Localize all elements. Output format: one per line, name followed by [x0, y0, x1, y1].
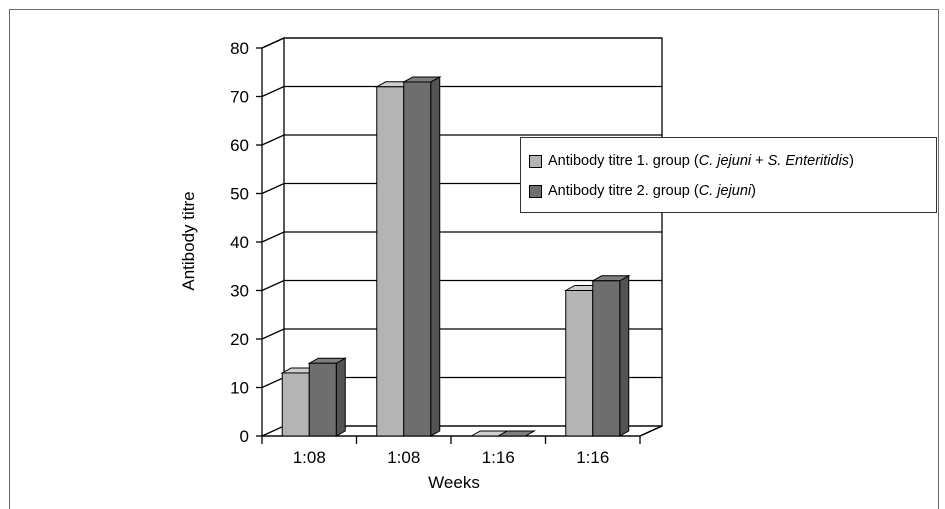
gridline	[261, 134, 662, 146]
bar-side	[430, 76, 441, 437]
x-tick-label: 1:08	[293, 448, 326, 467]
gridline	[261, 231, 662, 243]
y-tick-label: 70	[230, 88, 249, 107]
chart-frame	[9, 9, 939, 509]
bar-side	[619, 274, 630, 437]
legend-item-series-2: Antibody titre 2. group (C. jejuni)	[529, 176, 936, 206]
floor-right-edge	[639, 425, 663, 437]
bar-front	[281, 372, 310, 437]
y-tick-label: 10	[230, 379, 249, 398]
x-axis-title: Weeks	[428, 473, 480, 492]
bar-2-3	[496, 430, 537, 437]
y-tick-label: 0	[240, 427, 249, 446]
bar-front	[565, 290, 594, 437]
y-tick-label: 30	[230, 282, 249, 301]
gridline	[261, 37, 662, 49]
y-tick-label: 60	[230, 136, 249, 155]
legend: Antibody titre 1. group (C. jejuni + S. …	[520, 137, 937, 213]
bar-front	[308, 362, 337, 437]
x-tick-label: 1:08	[387, 448, 420, 467]
bar-2-4	[590, 274, 631, 437]
bar-front	[592, 280, 621, 437]
bar-2-1	[307, 357, 348, 437]
y-axis-top-edge	[261, 37, 285, 49]
bar-front	[403, 81, 432, 437]
bar-front	[376, 86, 405, 437]
y-tick-label: 80	[230, 39, 249, 58]
y-tick-label: 40	[230, 233, 249, 252]
bar-2-2	[401, 76, 442, 437]
bar-top	[496, 430, 537, 437]
legend-swatch-series-1	[529, 154, 542, 168]
x-tick-label: 1:16	[482, 448, 515, 467]
tick-labels: 0 10 20 30 40 50 60 70 80 1:08 1:08 1:16 1:16	[230, 39, 609, 467]
y-axis-title: Antibody titre	[179, 191, 198, 290]
gridline	[261, 85, 662, 98]
legend-label-series-1: Antibody titre 1. group (C. jejuni + S. …	[548, 153, 854, 169]
y-tick-label: 20	[230, 330, 249, 349]
bar-side	[335, 357, 346, 437]
gridline	[261, 328, 662, 340]
gridline	[261, 279, 662, 292]
bars	[280, 76, 631, 437]
y-tick-label: 50	[230, 185, 249, 204]
legend-item-series-1: Antibody titre 1. group (C. jejuni + S. …	[529, 146, 936, 176]
legend-label-series-2: Antibody titre 2. group (C. jejuni)	[548, 183, 756, 199]
legend-swatch-series-2	[529, 184, 542, 198]
x-tick-label: 1:16	[576, 448, 609, 467]
